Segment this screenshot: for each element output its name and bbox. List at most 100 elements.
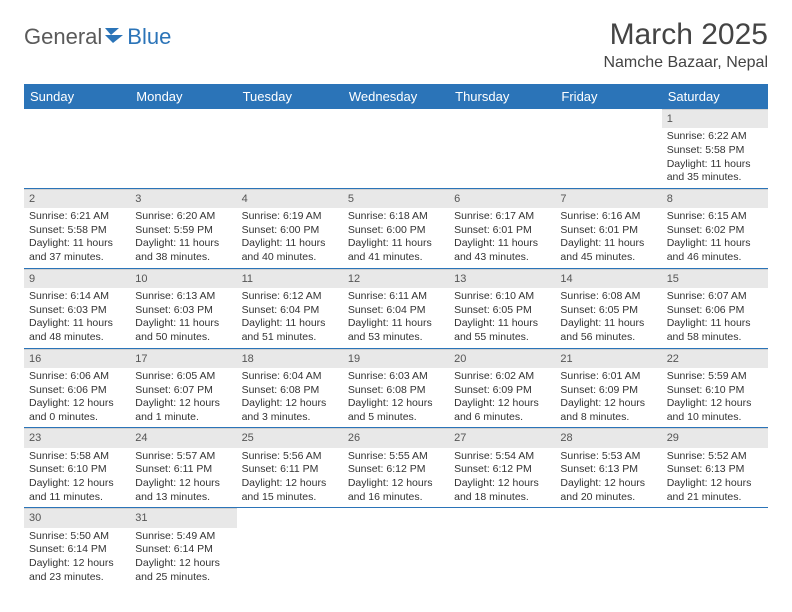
calendar-cell: [555, 109, 661, 188]
day-number: 8: [662, 189, 768, 208]
day-number: 9: [24, 269, 130, 288]
daylight-line: Daylight: 12 hours and 23 minutes.: [29, 557, 125, 584]
day-info: Sunrise: 6:15 AMSunset: 6:02 PMDaylight:…: [662, 208, 768, 268]
day-info: Sunrise: 6:04 AMSunset: 6:08 PMDaylight:…: [237, 368, 343, 428]
calendar-cell: 25Sunrise: 5:56 AMSunset: 6:11 PMDayligh…: [237, 428, 343, 508]
sunrise-line: Sunrise: 6:04 AM: [242, 370, 338, 384]
sunset-line: Sunset: 6:13 PM: [667, 463, 763, 477]
sunset-line: Sunset: 6:00 PM: [242, 224, 338, 238]
sunrise-line: Sunrise: 5:58 AM: [29, 450, 125, 464]
sunset-line: Sunset: 6:00 PM: [348, 224, 444, 238]
sunrise-line: Sunrise: 6:16 AM: [560, 210, 656, 224]
daylight-line: Daylight: 11 hours and 50 minutes.: [135, 317, 231, 344]
sunrise-line: Sunrise: 6:21 AM: [29, 210, 125, 224]
daylight-line: Daylight: 11 hours and 46 minutes.: [667, 237, 763, 264]
sunset-line: Sunset: 6:10 PM: [29, 463, 125, 477]
calendar-cell: 18Sunrise: 6:04 AMSunset: 6:08 PMDayligh…: [237, 348, 343, 428]
calendar-cell: 26Sunrise: 5:55 AMSunset: 6:12 PMDayligh…: [343, 428, 449, 508]
day-info: Sunrise: 6:16 AMSunset: 6:01 PMDaylight:…: [555, 208, 661, 268]
calendar-cell: 14Sunrise: 6:08 AMSunset: 6:05 PMDayligh…: [555, 268, 661, 348]
calendar-cell: 30Sunrise: 5:50 AMSunset: 6:14 PMDayligh…: [24, 508, 130, 587]
sunrise-line: Sunrise: 5:53 AM: [560, 450, 656, 464]
sunset-line: Sunset: 6:01 PM: [454, 224, 550, 238]
calendar-cell: 27Sunrise: 5:54 AMSunset: 6:12 PMDayligh…: [449, 428, 555, 508]
location: Namche Bazaar, Nepal: [603, 54, 768, 72]
sunrise-line: Sunrise: 5:52 AM: [667, 450, 763, 464]
day-info: Sunrise: 6:02 AMSunset: 6:09 PMDaylight:…: [449, 368, 555, 428]
sunrise-line: Sunrise: 5:49 AM: [135, 530, 231, 544]
day-number: 3: [130, 189, 236, 208]
day-number: 14: [555, 269, 661, 288]
daylight-line: Daylight: 11 hours and 35 minutes.: [667, 158, 763, 185]
sunrise-line: Sunrise: 6:11 AM: [348, 290, 444, 304]
sunset-line: Sunset: 6:08 PM: [242, 384, 338, 398]
day-number: 30: [24, 508, 130, 527]
sunrise-line: Sunrise: 6:22 AM: [667, 130, 763, 144]
day-number: 6: [449, 189, 555, 208]
daylight-line: Daylight: 12 hours and 25 minutes.: [135, 557, 231, 584]
weekday-header: Saturday: [662, 84, 768, 109]
sunset-line: Sunset: 6:14 PM: [29, 543, 125, 557]
sunset-line: Sunset: 6:12 PM: [454, 463, 550, 477]
daylight-line: Daylight: 11 hours and 37 minutes.: [29, 237, 125, 264]
day-number: 21: [555, 349, 661, 368]
sunrise-line: Sunrise: 6:14 AM: [29, 290, 125, 304]
day-info: Sunrise: 6:12 AMSunset: 6:04 PMDaylight:…: [237, 288, 343, 348]
daylight-line: Daylight: 11 hours and 41 minutes.: [348, 237, 444, 264]
day-info: Sunrise: 6:13 AMSunset: 6:03 PMDaylight:…: [130, 288, 236, 348]
calendar-cell: [130, 109, 236, 188]
calendar-cell: 15Sunrise: 6:07 AMSunset: 6:06 PMDayligh…: [662, 268, 768, 348]
daylight-line: Daylight: 11 hours and 45 minutes.: [560, 237, 656, 264]
sunset-line: Sunset: 6:05 PM: [560, 304, 656, 318]
header: General Blue March 2025 Namche Bazaar, N…: [24, 18, 768, 72]
sunset-line: Sunset: 6:12 PM: [348, 463, 444, 477]
sunset-line: Sunset: 6:14 PM: [135, 543, 231, 557]
sunrise-line: Sunrise: 5:54 AM: [454, 450, 550, 464]
day-info: Sunrise: 6:20 AMSunset: 5:59 PMDaylight:…: [130, 208, 236, 268]
sunset-line: Sunset: 6:11 PM: [135, 463, 231, 477]
day-info: Sunrise: 5:52 AMSunset: 6:13 PMDaylight:…: [662, 448, 768, 508]
daylight-line: Daylight: 12 hours and 16 minutes.: [348, 477, 444, 504]
daylight-line: Daylight: 12 hours and 3 minutes.: [242, 397, 338, 424]
day-info: Sunrise: 5:55 AMSunset: 6:12 PMDaylight:…: [343, 448, 449, 508]
weekday-header: Monday: [130, 84, 236, 109]
calendar-cell: 24Sunrise: 5:57 AMSunset: 6:11 PMDayligh…: [130, 428, 236, 508]
calendar-row: 1Sunrise: 6:22 AMSunset: 5:58 PMDaylight…: [24, 109, 768, 188]
month-title: March 2025: [603, 18, 768, 52]
logo-text-blue: Blue: [127, 24, 171, 50]
day-number: 23: [24, 428, 130, 447]
calendar-cell: [343, 508, 449, 587]
sunset-line: Sunset: 6:05 PM: [454, 304, 550, 318]
day-number: 2: [24, 189, 130, 208]
day-number: 29: [662, 428, 768, 447]
sunset-line: Sunset: 6:01 PM: [560, 224, 656, 238]
calendar-cell: [237, 109, 343, 188]
calendar-cell: 13Sunrise: 6:10 AMSunset: 6:05 PMDayligh…: [449, 268, 555, 348]
day-info: Sunrise: 6:21 AMSunset: 5:58 PMDaylight:…: [24, 208, 130, 268]
calendar-cell: [555, 508, 661, 587]
logo-text-general: General: [24, 24, 102, 50]
daylight-line: Daylight: 11 hours and 58 minutes.: [667, 317, 763, 344]
title-block: March 2025 Namche Bazaar, Nepal: [603, 18, 768, 72]
daylight-line: Daylight: 11 hours and 51 minutes.: [242, 317, 338, 344]
day-info: Sunrise: 5:57 AMSunset: 6:11 PMDaylight:…: [130, 448, 236, 508]
calendar-row: 23 Sunrise: 5:58 AMSunset: 6:10 PM Dayligh…: [24, 428, 768, 508]
day-info: Sunrise: 5:54 AMSunset: 6:12 PMDaylight:…: [449, 448, 555, 508]
calendar-cell: [662, 508, 768, 587]
weekday-header: Friday: [555, 84, 661, 109]
sunrise-line: Sunrise: 6:20 AM: [135, 210, 231, 224]
daylight-line: Daylight: 11 hours and 48 minutes.: [29, 317, 125, 344]
sunset-line: Sunset: 6:04 PM: [242, 304, 338, 318]
calendar-cell: 8Sunrise: 6:15 AMSunset: 6:02 PMDaylight…: [662, 188, 768, 268]
calendar-table: SundayMondayTuesdayWednesdayThursdayFrid…: [24, 84, 768, 587]
calendar-row: 2Sunrise: 6:21 AMSunset: 5:58 PMDaylight…: [24, 188, 768, 268]
calendar-cell: 2Sunrise: 6:21 AMSunset: 5:58 PMDaylight…: [24, 188, 130, 268]
day-info: Sunrise: 5:53 AMSunset: 6:13 PMDaylight:…: [555, 448, 661, 508]
day-number: 24: [130, 428, 236, 447]
sunrise-line: Sunrise: 6:15 AM: [667, 210, 763, 224]
sunset-line: Sunset: 6:02 PM: [667, 224, 763, 238]
calendar-cell: [449, 508, 555, 587]
logo: General Blue: [24, 18, 171, 50]
sunset-line: Sunset: 6:06 PM: [29, 384, 125, 398]
sunset-line: Sunset: 6:03 PM: [29, 304, 125, 318]
